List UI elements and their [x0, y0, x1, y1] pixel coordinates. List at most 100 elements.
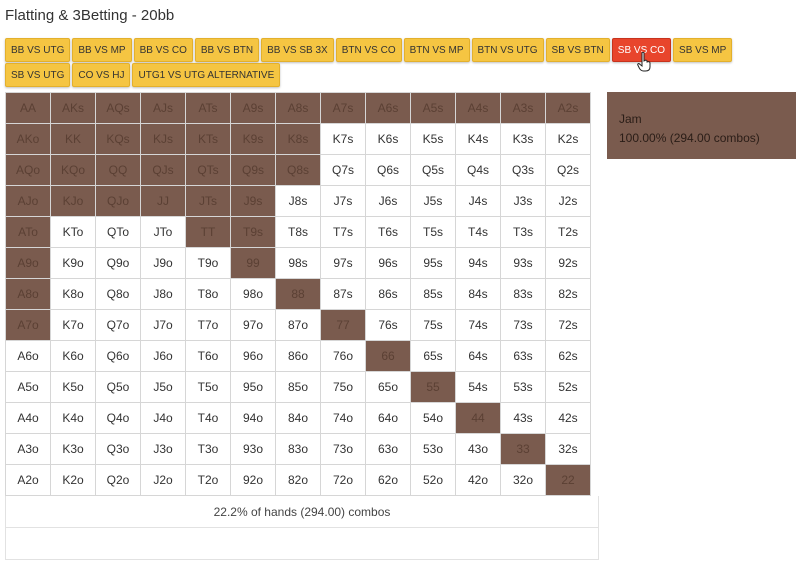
hand-cell[interactable]: 95s — [410, 247, 456, 279]
tab-bb-vs-sb-3x[interactable]: BB VS SB 3X — [261, 38, 334, 62]
hand-cell[interactable]: T4s — [455, 216, 501, 248]
hand-cell[interactable]: A8s — [275, 92, 321, 124]
hand-cell[interactable]: AQs — [95, 92, 141, 124]
hand-cell[interactable]: K9s — [230, 123, 276, 155]
hand-cell[interactable]: 33 — [500, 433, 546, 465]
hand-cell[interactable]: Q8s — [275, 154, 321, 186]
hand-cell[interactable]: QQ — [95, 154, 141, 186]
tab-bb-vs-btn[interactable]: BB VS BTN — [194, 38, 260, 62]
hand-cell[interactable]: 92s — [545, 247, 591, 279]
hand-cell[interactable]: 87s — [320, 278, 366, 310]
hand-cell[interactable]: AJs — [140, 92, 186, 124]
hand-cell[interactable]: 72o — [320, 464, 366, 496]
hand-cell[interactable]: K3s — [500, 123, 546, 155]
hand-cell[interactable]: KQo — [50, 154, 96, 186]
hand-cell[interactable]: J5o — [140, 371, 186, 403]
hand-cell[interactable]: Q6o — [95, 340, 141, 372]
hand-cell[interactable]: Q2s — [545, 154, 591, 186]
hand-cell[interactable]: A7s — [320, 92, 366, 124]
hand-cell[interactable]: 98s — [275, 247, 321, 279]
hand-cell[interactable]: 73s — [500, 309, 546, 341]
hand-cell[interactable]: 83s — [500, 278, 546, 310]
tab-bb-vs-co[interactable]: BB VS CO — [133, 38, 193, 62]
hand-cell[interactable]: KTs — [185, 123, 231, 155]
hand-cell[interactable]: 66 — [365, 340, 411, 372]
hand-cell[interactable]: 64o — [365, 402, 411, 434]
hand-cell[interactable]: 94s — [455, 247, 501, 279]
hand-cell[interactable]: J2o — [140, 464, 186, 496]
hand-cell[interactable]: 74o — [320, 402, 366, 434]
hand-cell[interactable]: AJo — [5, 185, 51, 217]
hand-cell[interactable]: 88 — [275, 278, 321, 310]
hand-cell[interactable]: A6s — [365, 92, 411, 124]
hand-cell[interactable]: K7o — [50, 309, 96, 341]
hand-cell[interactable]: Q8o — [95, 278, 141, 310]
hand-cell[interactable]: T4o — [185, 402, 231, 434]
hand-cell[interactable]: AKo — [5, 123, 51, 155]
hand-cell[interactable]: T2s — [545, 216, 591, 248]
tab-bb-vs-mp[interactable]: BB VS MP — [72, 38, 132, 62]
tab-sb-vs-btn[interactable]: SB VS BTN — [545, 38, 610, 62]
hand-cell[interactable]: ATs — [185, 92, 231, 124]
hand-cell[interactable]: K6s — [365, 123, 411, 155]
hand-cell[interactable]: K4s — [455, 123, 501, 155]
hand-cell[interactable]: T3s — [500, 216, 546, 248]
hand-cell[interactable]: K3o — [50, 433, 96, 465]
hand-cell[interactable]: 65s — [410, 340, 456, 372]
hand-cell[interactable]: 44 — [455, 402, 501, 434]
hand-cell[interactable]: 63s — [500, 340, 546, 372]
hand-cell[interactable]: A3s — [500, 92, 546, 124]
hand-cell[interactable]: QJs — [140, 154, 186, 186]
hand-cell[interactable]: TT — [185, 216, 231, 248]
hand-cell[interactable]: QTo — [95, 216, 141, 248]
hand-cell[interactable]: Q3o — [95, 433, 141, 465]
hand-cell[interactable]: AA — [5, 92, 51, 124]
hand-cell[interactable]: J5s — [410, 185, 456, 217]
hand-cell[interactable]: K8s — [275, 123, 321, 155]
hand-cell[interactable]: T8o — [185, 278, 231, 310]
hand-cell[interactable]: A2s — [545, 92, 591, 124]
hand-cell[interactable]: 93o — [230, 433, 276, 465]
tab-sb-vs-utg[interactable]: SB VS UTG — [5, 63, 71, 87]
hand-cell[interactable]: 77 — [320, 309, 366, 341]
hand-cell[interactable]: 99 — [230, 247, 276, 279]
tab-bb-vs-utg[interactable]: BB VS UTG — [5, 38, 71, 62]
hand-cell[interactable]: KQs — [95, 123, 141, 155]
hand-cell[interactable]: T5o — [185, 371, 231, 403]
hand-cell[interactable]: 82o — [275, 464, 321, 496]
hand-cell[interactable]: Q4o — [95, 402, 141, 434]
hand-cell[interactable]: Q6s — [365, 154, 411, 186]
hand-cell[interactable]: J9s — [230, 185, 276, 217]
hand-cell[interactable]: A4s — [455, 92, 501, 124]
hand-cell[interactable]: KJo — [50, 185, 96, 217]
hand-cell[interactable]: A5o — [5, 371, 51, 403]
tab-btn-vs-utg[interactable]: BTN VS UTG — [471, 38, 544, 62]
hand-cell[interactable]: K4o — [50, 402, 96, 434]
hand-cell[interactable]: 42s — [545, 402, 591, 434]
hand-cell[interactable]: K2s — [545, 123, 591, 155]
hand-cell[interactable]: 62o — [365, 464, 411, 496]
hand-cell[interactable]: 84s — [455, 278, 501, 310]
hand-cell[interactable]: Q9s — [230, 154, 276, 186]
tab-btn-vs-co[interactable]: BTN VS CO — [335, 38, 402, 62]
hand-cell[interactable]: 65o — [365, 371, 411, 403]
hand-cell[interactable]: 96o — [230, 340, 276, 372]
hand-cell[interactable]: Q7o — [95, 309, 141, 341]
hand-cell[interactable]: 53s — [500, 371, 546, 403]
hand-cell[interactable]: Q7s — [320, 154, 366, 186]
hand-cell[interactable]: T5s — [410, 216, 456, 248]
hand-cell[interactable]: J3o — [140, 433, 186, 465]
hand-cell[interactable]: 73o — [320, 433, 366, 465]
hand-cell[interactable]: 62s — [545, 340, 591, 372]
hand-cell[interactable]: KJs — [140, 123, 186, 155]
hand-cell[interactable]: 52o — [410, 464, 456, 496]
hand-cell[interactable]: ATo — [5, 216, 51, 248]
hand-cell[interactable]: 92o — [230, 464, 276, 496]
tab-utg1-vs-utg-alternative[interactable]: UTG1 VS UTG ALTERNATIVE — [132, 63, 281, 87]
hand-cell[interactable]: 22 — [545, 464, 591, 496]
hand-cell[interactable]: A4o — [5, 402, 51, 434]
hand-cell[interactable]: 72s — [545, 309, 591, 341]
hand-cell[interactable]: T6o — [185, 340, 231, 372]
hand-cell[interactable]: 84o — [275, 402, 321, 434]
hand-cell[interactable]: Q5o — [95, 371, 141, 403]
